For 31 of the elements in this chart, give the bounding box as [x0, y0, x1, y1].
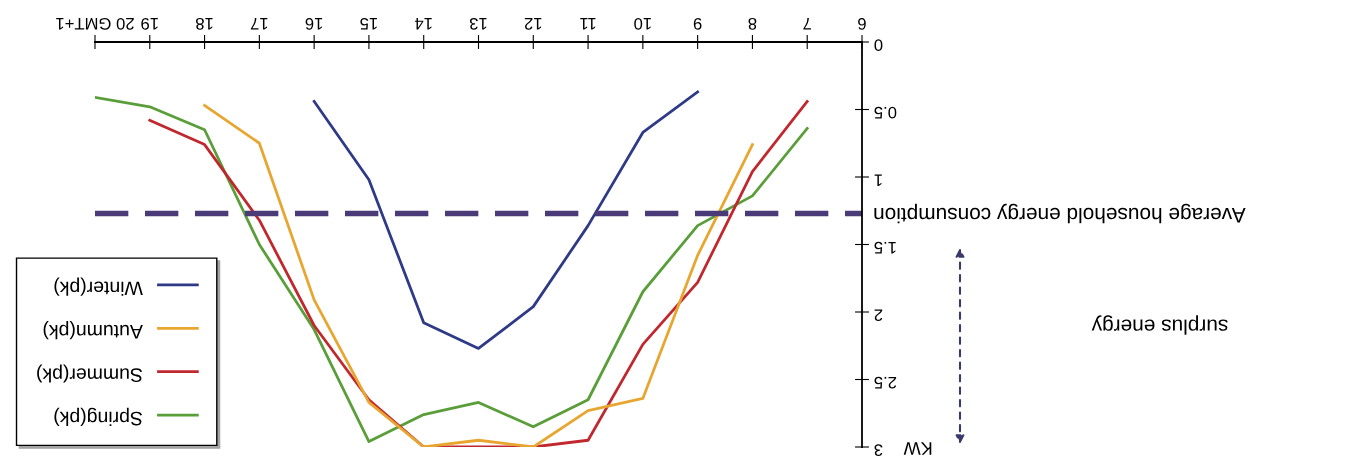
ref-line-label: Average household energy consumption	[874, 203, 1246, 224]
x-tick-label: 18	[196, 17, 213, 30]
x-tick-label: 10	[634, 17, 651, 30]
legend-label: Autumn(pk)	[43, 321, 143, 340]
legend-label: Winter(pk)	[54, 277, 143, 296]
x-tick-label: 13	[469, 17, 487, 30]
y-axis-title: KW	[903, 442, 932, 455]
x-tick-label: 20 GMT+1	[56, 17, 134, 30]
y-tick-label: 3	[874, 444, 883, 457]
y-tick-label: 1	[874, 174, 882, 186]
legend-label: Spring(pk)	[54, 407, 143, 426]
text: surplus energy	[1091, 315, 1228, 335]
line-series	[312, 90, 700, 350]
x-tick-label: 6	[858, 17, 866, 30]
x-tick-label: 8	[748, 17, 757, 30]
y-tick-label: 0	[874, 39, 883, 52]
y-tick-label: 1.5	[874, 241, 896, 254]
x-tick-label: 15	[360, 17, 377, 30]
x-tick-label: 14	[414, 18, 432, 30]
x-tick-label: 12	[524, 18, 542, 30]
y-tick-label: 2.5	[874, 376, 897, 389]
line-series	[203, 104, 754, 447]
x-tick-label: 19	[141, 17, 158, 30]
y-tick-label: 0.5	[874, 106, 897, 119]
x-tick-label: 9	[693, 17, 702, 30]
x-tick-label: 11	[580, 18, 596, 30]
x-tick-label: 16	[305, 17, 323, 30]
x-tick-label: 17	[250, 18, 268, 30]
x-tick-label: 7	[803, 18, 811, 30]
legend-label: Summer(pk)	[37, 364, 143, 383]
y-tick-label: 2	[874, 309, 883, 322]
